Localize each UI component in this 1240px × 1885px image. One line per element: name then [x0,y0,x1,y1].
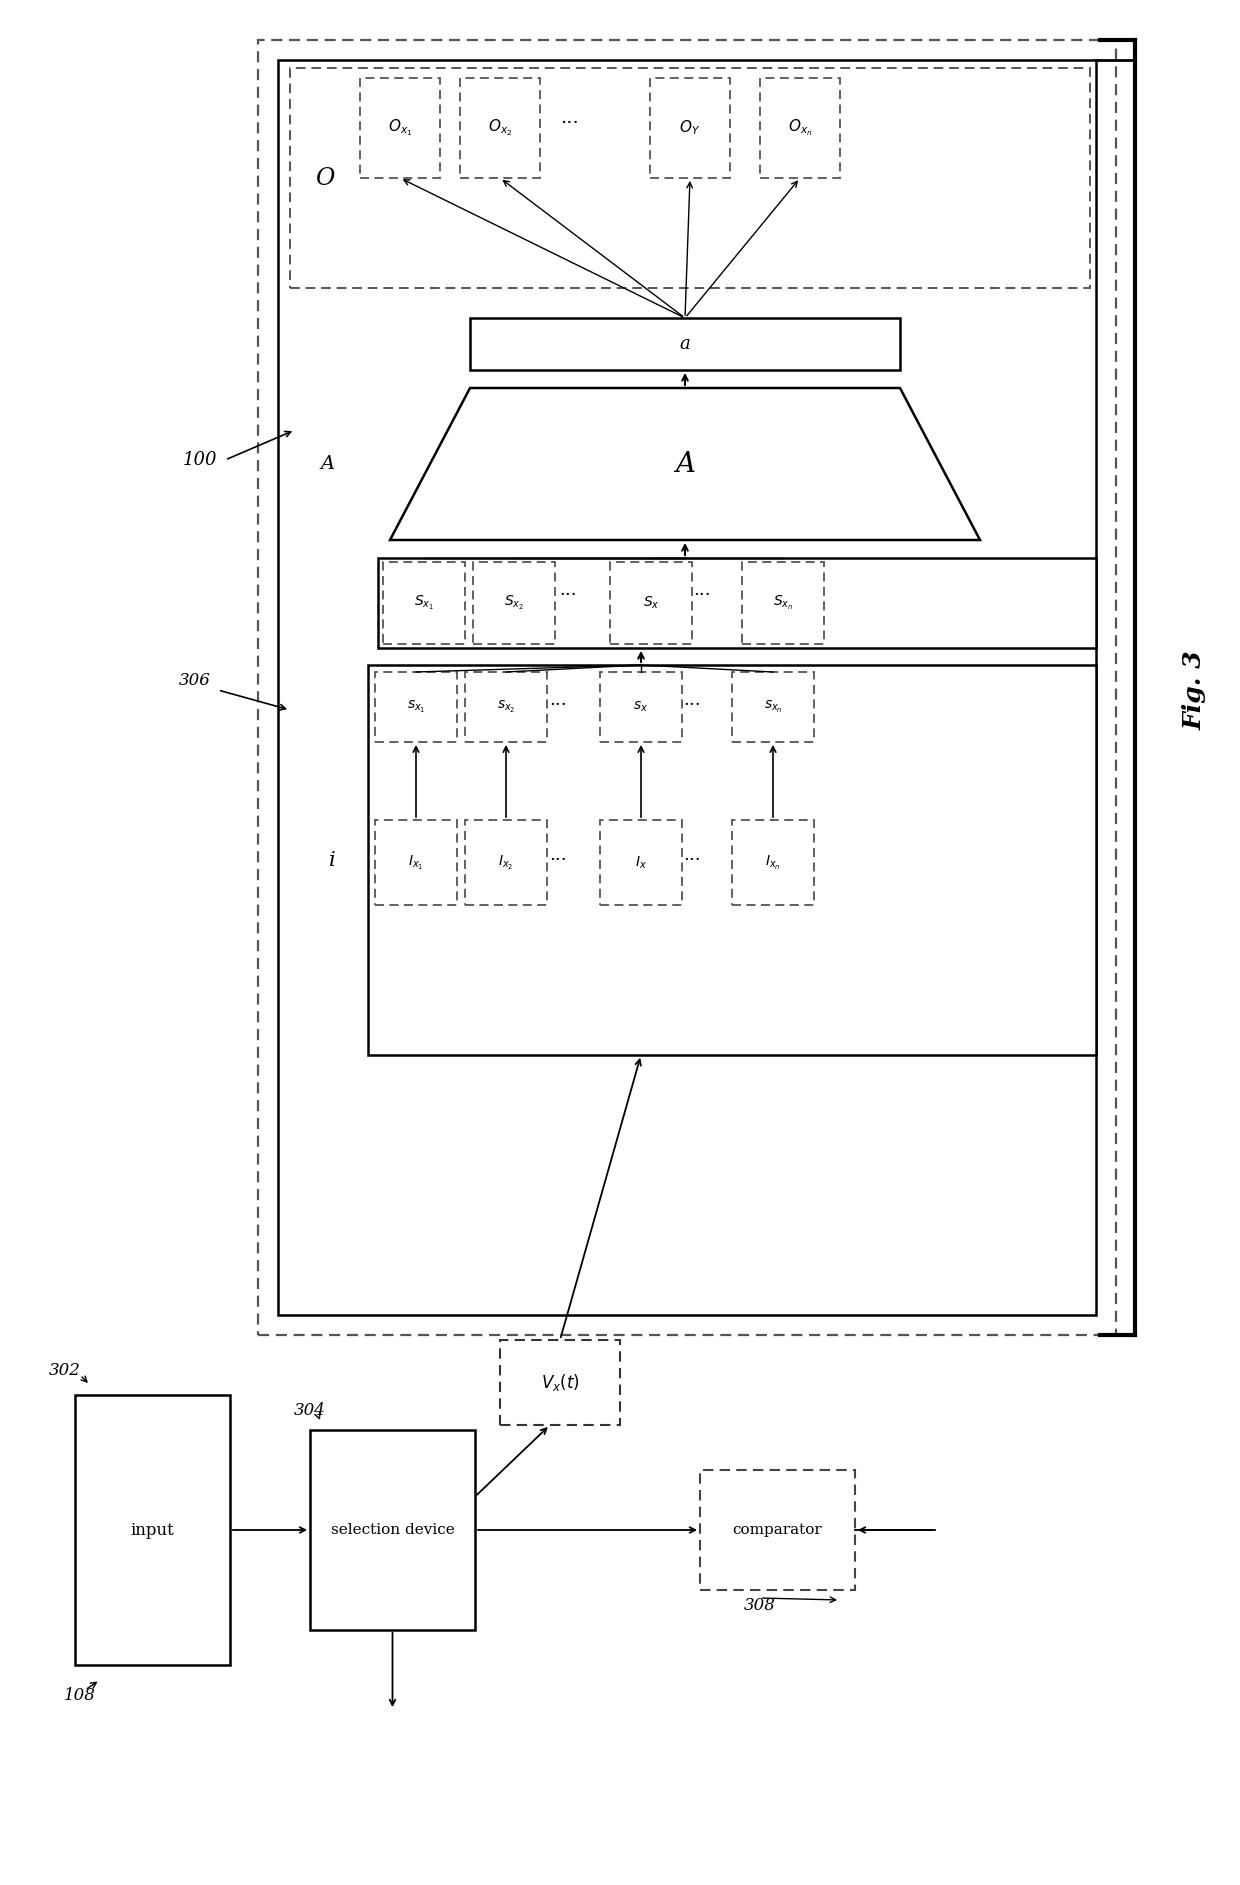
Text: $I_x$: $I_x$ [635,854,647,871]
Text: $I_{x_1}$: $I_{x_1}$ [408,854,424,871]
Bar [368,665,1096,1056]
Text: ...: ... [549,846,567,863]
Text: $s_x$: $s_x$ [634,699,649,714]
Bar [760,77,839,177]
Text: A: A [321,454,335,473]
Text: $I_{x_2}$: $I_{x_2}$ [498,854,513,871]
Bar [290,68,1090,288]
Bar [383,562,465,645]
Text: ...: ... [559,581,577,599]
Text: Fig. 3: Fig. 3 [1183,650,1207,729]
Bar [650,77,730,177]
Text: $O_{x_1}$: $O_{x_1}$ [388,117,412,138]
Text: 108: 108 [64,1687,95,1704]
Text: $S_x$: $S_x$ [642,596,660,611]
Polygon shape [391,388,980,539]
Text: $s_{x_1}$: $s_{x_1}$ [407,699,425,714]
Text: $S_{x_n}$: $S_{x_n}$ [773,594,794,613]
Bar [600,671,682,743]
Text: $s_{x_2}$: $s_{x_2}$ [497,699,516,714]
Text: ...: ... [683,846,701,863]
Text: A: A [675,451,694,477]
Text: 100: 100 [182,451,217,469]
Bar [465,671,547,743]
Bar [360,77,440,177]
Text: $O_{x_2}$: $O_{x_2}$ [487,117,512,138]
Bar [465,820,547,905]
Bar [732,820,813,905]
Text: $S_{x_1}$: $S_{x_1}$ [414,594,434,613]
Text: O: O [315,166,335,190]
Text: $I_{x_n}$: $I_{x_n}$ [765,854,781,871]
Text: $V_x(t)$: $V_x(t)$ [541,1372,579,1393]
Bar [732,671,813,743]
Bar [600,820,682,905]
Bar [74,1395,229,1664]
Text: ...: ... [549,692,567,709]
Text: 306: 306 [179,671,211,688]
Bar [278,60,1096,1316]
Text: input: input [130,1521,175,1538]
Bar [472,562,556,645]
Text: a: a [680,336,691,352]
Text: i: i [329,850,335,869]
Text: 304: 304 [294,1402,326,1419]
Bar [500,1340,620,1425]
Bar [701,1470,856,1591]
Bar [470,319,900,369]
Text: $O_Y$: $O_Y$ [680,119,701,138]
Bar [374,671,458,743]
Bar [610,562,692,645]
Text: selection device: selection device [331,1523,454,1536]
Text: 308: 308 [744,1597,776,1614]
Bar [310,1431,475,1631]
Text: $S_{x_2}$: $S_{x_2}$ [503,594,525,613]
Text: ...: ... [683,692,701,709]
Bar [374,820,458,905]
Text: $O_{x_n}$: $O_{x_n}$ [787,117,812,138]
Text: 302: 302 [50,1361,81,1378]
Bar [742,562,825,645]
Text: ...: ... [560,109,579,126]
Text: $s_{x_n}$: $s_{x_n}$ [764,699,782,714]
Text: comparator: comparator [733,1523,822,1536]
Bar [258,40,1116,1335]
Text: ...: ... [693,581,711,599]
Bar [378,558,1096,648]
Bar [460,77,539,177]
